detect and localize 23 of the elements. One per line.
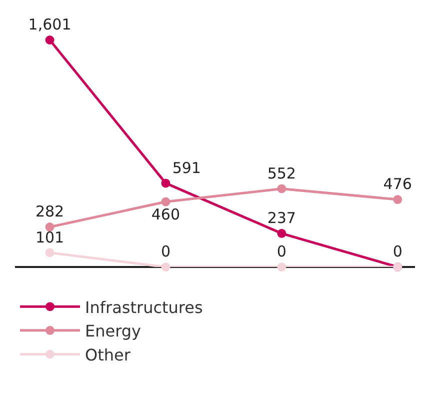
data-label: 460: [151, 206, 180, 224]
legend-label: Infrastructures: [85, 298, 203, 317]
legend-label: Other: [85, 345, 131, 364]
point: [277, 262, 286, 272]
data-label: 237: [267, 209, 296, 228]
point: [277, 184, 286, 194]
legend-label: Energy: [85, 322, 142, 341]
point: [161, 197, 170, 206]
point: [45, 36, 54, 44]
point: [277, 228, 286, 238]
data-label: 591: [172, 158, 201, 177]
data-label: 0: [392, 242, 402, 261]
point: [161, 262, 170, 272]
data-label: 552: [267, 164, 296, 182]
data-label: 476: [383, 175, 412, 194]
data-label: 101: [35, 228, 64, 246]
data-label: 0: [276, 242, 286, 261]
point: [45, 248, 54, 258]
point: [393, 195, 402, 204]
data-label: 282: [35, 202, 64, 221]
data-label: 0: [160, 242, 170, 261]
data-label: 1,601: [28, 16, 72, 34]
point: [161, 178, 170, 188]
